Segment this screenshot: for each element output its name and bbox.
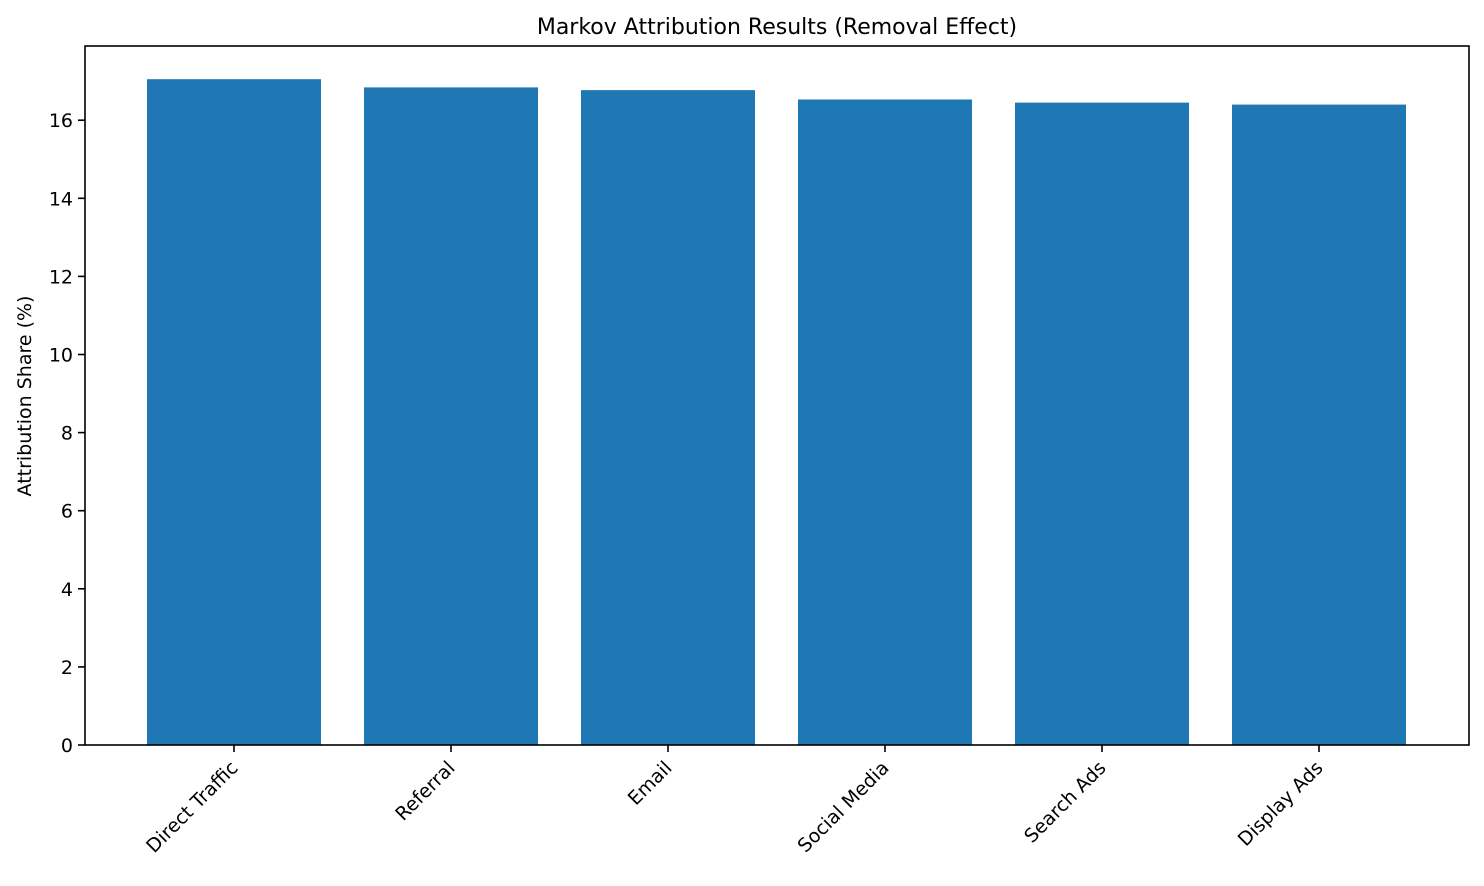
bar-social-media — [798, 99, 972, 745]
y-tick-label: 8 — [61, 423, 73, 445]
y-tick-label: 4 — [61, 579, 73, 601]
x-tick-label: Referral — [391, 757, 459, 825]
x-axis: Direct Traffic Referral Email Social Media S… — [142, 745, 1328, 857]
x-tick-label: Email — [624, 757, 677, 810]
y-axis-label: Attribution Share (%) — [14, 296, 36, 497]
y-axis: 0 2 4 6 8 10 12 14 16 — [49, 110, 85, 757]
bar-search-ads — [1015, 102, 1189, 745]
y-tick-label: 6 — [61, 501, 73, 523]
y-tick-label: 10 — [49, 344, 73, 366]
bar-email — [581, 90, 755, 745]
bars-layer — [147, 79, 1406, 745]
x-tick-label: Display Ads — [1234, 757, 1328, 851]
chart-title: Markov Attribution Results (Removal Effe… — [537, 15, 1017, 40]
x-tick-label: Direct Traffic — [142, 757, 242, 857]
y-tick-label: 12 — [49, 266, 73, 288]
y-tick-label: 16 — [49, 110, 73, 132]
bar-referral — [364, 87, 538, 745]
y-tick-label: 2 — [61, 657, 73, 679]
x-tick-label: Social Media — [794, 757, 894, 857]
plot-frame — [84, 45, 1470, 746]
bar-direct-traffic — [147, 79, 321, 745]
y-tick-label: 0 — [61, 735, 73, 757]
y-tick-label: 14 — [49, 188, 73, 210]
x-tick-label: Search Ads — [1020, 757, 1110, 847]
bar-display-ads — [1232, 104, 1406, 745]
